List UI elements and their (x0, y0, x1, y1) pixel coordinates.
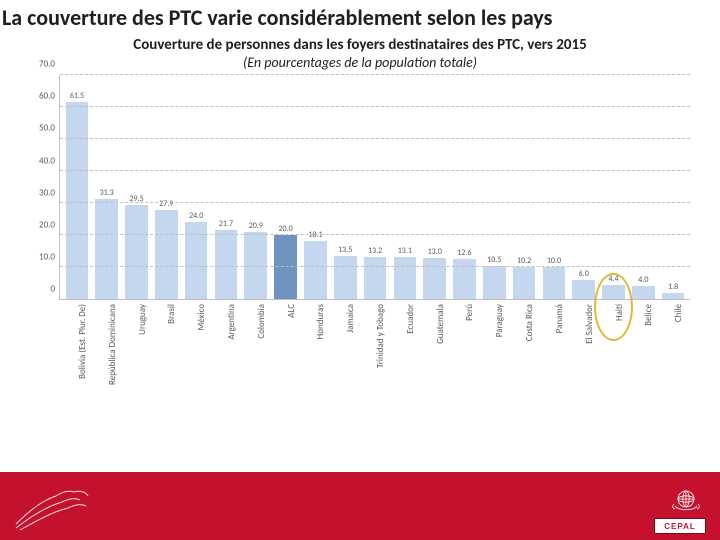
x-axis-label: Panamá (554, 304, 565, 333)
bar (543, 267, 566, 299)
y-tick-label: 0 (50, 284, 55, 295)
y-tick-label: 70.0 (39, 59, 55, 70)
bar (155, 210, 178, 299)
bar-value-label: 10.0 (547, 256, 561, 266)
grid-line (60, 138, 690, 139)
x-axis-label: El Salvador (584, 304, 595, 344)
x-axis-label: Argentina (226, 304, 237, 340)
x-axis-label: Haití (614, 304, 625, 321)
x-axis-label: Ecuador (405, 304, 416, 334)
bar-value-label: 4.4 (608, 274, 618, 284)
x-axis-label: México (196, 304, 207, 330)
bar-value-label: 27.9 (159, 199, 173, 209)
x-axis-label: Jamaica (345, 304, 356, 333)
bar (125, 205, 148, 299)
grid-line (60, 266, 690, 267)
bar (334, 256, 357, 299)
grid-line (60, 234, 690, 235)
x-axis-label: Honduras (315, 304, 326, 339)
bar-value-label: 6.0 (579, 269, 589, 279)
bar (364, 257, 387, 299)
bar-value-label: 10.5 (487, 255, 501, 265)
bar-value-label: 1.8 (668, 282, 678, 292)
bar-value-label: 18.1 (308, 230, 322, 240)
bar (304, 241, 327, 299)
bar-value-label: 4.0 (638, 275, 648, 285)
bar-value-label: 13.0 (428, 247, 442, 257)
x-axis-label: Brasil (166, 304, 177, 324)
chart-title-block: Couverture de personnes dans les foyers … (0, 36, 720, 71)
chart-subtitle: (En pourcentages de la population totale… (0, 54, 720, 71)
y-tick-label: 60.0 (39, 91, 55, 102)
bar-value-label: 20.9 (249, 221, 263, 231)
un-logo-icon (666, 486, 706, 514)
y-tick-label: 50.0 (39, 123, 55, 134)
bar-value-label: 13.1 (398, 246, 412, 256)
bar-value-label: 13.5 (338, 245, 352, 255)
footer-bar (0, 474, 720, 540)
x-axis: Bolivia (Est. Plur. De) República Dominic… (60, 300, 690, 435)
y-tick-label: 40.0 (39, 155, 55, 166)
bar-value-label: 20.0 (279, 224, 293, 234)
bar (215, 230, 238, 299)
bar-value-label: 31.3 (100, 188, 114, 198)
bar-value-label: 10.2 (517, 256, 531, 266)
bar-value-label: 13.2 (368, 246, 382, 256)
bar-value-label: 24.0 (189, 211, 203, 221)
footer-logos: CEPAL (654, 486, 706, 534)
y-tick-label: 20.0 (39, 219, 55, 230)
bar (423, 258, 446, 300)
footer: CEPAL (0, 470, 720, 540)
plot-area: 61.531.329.527.924.021.720.920.018.113.5… (60, 75, 690, 300)
x-axis-label: Costa Rica (524, 304, 535, 341)
bar (274, 235, 297, 299)
grid-line (60, 106, 690, 107)
x-axis-label: Belice (643, 304, 654, 326)
x-axis-label: Chile (673, 304, 684, 322)
page-title: La couverture des PTC varie considérable… (0, 0, 720, 32)
cepal-logo: CEPAL (654, 518, 706, 534)
x-axis-label: República Dominicana (107, 304, 118, 385)
bar (632, 286, 655, 299)
x-axis-label: Guatemala (435, 304, 446, 344)
bar (66, 102, 89, 299)
x-axis-label: Bolivia (Est. Plur. De) (77, 304, 88, 379)
bar-value-label: 61.5 (70, 91, 84, 101)
grid-line (60, 170, 690, 171)
bar (662, 293, 685, 299)
y-axis: 010.020.030.040.050.060.070.0 (28, 75, 60, 300)
chart-title: Couverture de personnes dans les foyers … (0, 36, 720, 54)
bar (602, 285, 625, 299)
x-axis-label: Uruguay (137, 304, 148, 335)
x-axis-label: Trinidad y Tobago (375, 304, 386, 368)
bar-value-label: 21.7 (219, 219, 233, 229)
bar (572, 280, 595, 299)
grid-line (60, 74, 690, 75)
grid-line (60, 202, 690, 203)
bar (394, 257, 417, 299)
y-tick-label: 30.0 (39, 187, 55, 198)
x-axis-label: Perú (464, 304, 475, 321)
bar (95, 199, 118, 299)
bar (483, 266, 506, 300)
bar (453, 259, 476, 299)
x-axis-label: Paraguay (494, 304, 505, 337)
x-axis-label: ALC (286, 304, 297, 318)
bar (513, 267, 536, 300)
y-tick-label: 10.0 (39, 252, 55, 263)
hand-illustration-icon (14, 478, 100, 532)
x-axis-label: Colombia (256, 304, 267, 339)
bar-value-label: 12.6 (457, 248, 471, 258)
